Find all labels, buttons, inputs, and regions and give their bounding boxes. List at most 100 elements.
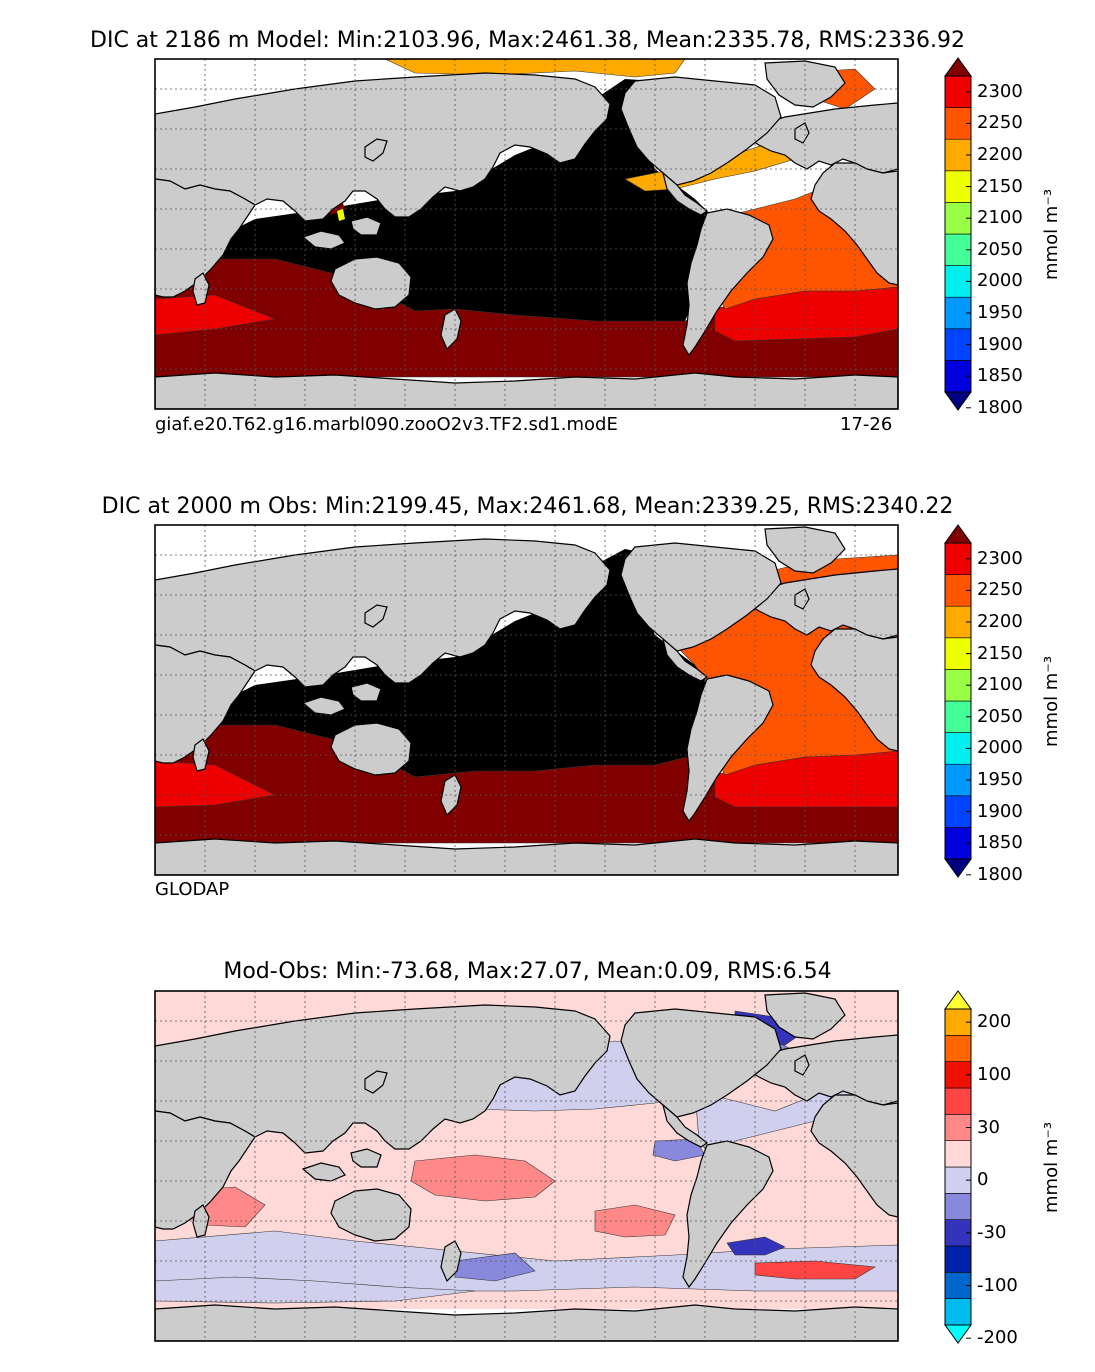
panel2-land-c_america	[661, 1103, 709, 1148]
panel2-land-europe_east	[744, 1034, 898, 1106]
panel0-colorbar-frame	[944, 75, 972, 393]
panel1-colorbar-label-5: 2050	[977, 705, 1023, 727]
panel0-land-africa	[155, 178, 256, 298]
panel2-colorbar-frame	[944, 1008, 972, 1326]
panel1-land-c_america	[661, 637, 709, 682]
panel2-colorbar-bin-11	[944, 1035, 972, 1062]
panel2-caption-left: GLODAP	[155, 879, 230, 900]
panel0-land-antarctica	[155, 372, 898, 409]
panel0-colorbar-label-8: 1900	[977, 333, 1023, 355]
panel1-land-australia	[330, 722, 412, 776]
panel2-colorbar-label-5: -100	[977, 1274, 1018, 1296]
panel2-land-australia	[330, 1188, 412, 1242]
panel1-land-indo1	[301, 696, 346, 716]
panel0-colorbar-label-3: 2150	[977, 175, 1023, 197]
panel2-colorbar-unit: mmol m⁻³	[1041, 1121, 1062, 1213]
panel2-colorbar-bin-1	[944, 1298, 972, 1326]
panel2-map	[154, 990, 899, 1342]
panel2-field-region-7	[410, 1154, 556, 1202]
panel1-land-japan	[364, 604, 388, 628]
panel1-colorbar-label-0: 2300	[977, 547, 1023, 569]
panel2-frame	[154, 990, 899, 1342]
panel1-colorbar-label-4: 2100	[977, 674, 1023, 696]
panel2-land-japan	[364, 1070, 388, 1094]
panel2-field-region-9	[726, 1236, 786, 1256]
panel0-colorbar	[944, 57, 972, 411]
panel1-colorbar-label-7: 1950	[977, 769, 1023, 790]
panel1-land-africa	[155, 644, 256, 764]
panel2-colorbar	[944, 990, 972, 1344]
panel1-map	[154, 524, 899, 876]
panel1-colorbar-label-9: 1850	[977, 832, 1023, 854]
panel0-land-africa_east	[810, 162, 898, 286]
panel1-caption-right: 17-26	[840, 414, 893, 435]
panel0-colorbar-label-4: 2100	[977, 207, 1023, 229]
panel0-map	[154, 58, 899, 410]
panel2-land-s_america	[682, 1140, 774, 1289]
panel2-land-indo1	[301, 1162, 346, 1182]
panel0-field	[155, 59, 898, 409]
panel0-colorbar-label-9: 1850	[977, 365, 1023, 387]
panel0-colorbar-label-7: 1950	[977, 302, 1023, 323]
panel1-colorbar-frame	[944, 542, 972, 860]
panel0-field-region-10	[337, 209, 345, 221]
panel2-title: DIC at 2000 m Obs: Min:2199.45, Max:2461…	[101, 494, 954, 519]
panel0-land-uk	[794, 122, 810, 144]
panel0-colorbar-label-5: 2050	[977, 238, 1023, 260]
panel1-colorbar-label-1: 2250	[977, 579, 1023, 601]
panel2-colorbar-label-4: -30	[977, 1221, 1007, 1243]
panel2-colorbar-label-3: 0	[977, 1169, 989, 1191]
panel2-colorbar-bin-9	[944, 1087, 972, 1115]
panel1-land-africa_east	[810, 628, 898, 752]
panel1-colorbar-unit: mmol m⁻³	[1041, 655, 1062, 747]
panel0-colorbar-unit: mmol m⁻³	[1041, 188, 1062, 280]
panel1-colorbar-label-3: 2150	[977, 642, 1023, 664]
panel1-colorbar-label-6: 2000	[977, 737, 1023, 759]
panel2-colorbar-bin-7	[944, 1140, 972, 1168]
panel1-title: DIC at 2186 m Model: Min:2103.96, Max:24…	[90, 28, 965, 53]
panel1-caption-left: giaf.e20.T62.g16.marbl090.zooO2v3.TF2.sd…	[155, 414, 618, 435]
panel0-colorbar-label-0: 2300	[977, 80, 1023, 102]
panel0-colorbar-extend-max	[944, 57, 972, 77]
panel0-colorbar-label-10: 1800	[977, 396, 1023, 418]
panel2-land-africa	[155, 1110, 256, 1230]
panel2-colorbar-bin-3	[944, 1245, 972, 1273]
panel0-colorbar-label-2: 2200	[977, 144, 1023, 165]
panel2-colorbar-label-1: 100	[977, 1063, 1012, 1085]
panel3-title: Mod-Obs: Min:-73.68, Max:27.07, Mean:0.0…	[223, 959, 832, 984]
panel1-colorbar	[944, 524, 972, 878]
panel2-field	[155, 991, 898, 1341]
panel1-field	[155, 525, 898, 875]
panel0-land-japan	[364, 138, 388, 162]
panel2-colorbar-bin-5	[944, 1193, 972, 1220]
panel2-land-uk	[794, 1054, 810, 1076]
panel0-land-indo1	[301, 230, 346, 250]
panel1-colorbar-label-10: 1800	[977, 863, 1023, 885]
panel0-frame	[154, 58, 899, 410]
panel0-land-indo2	[350, 216, 382, 236]
panel0-land-c_america	[661, 171, 709, 216]
panel2-colorbar-label-2: 30	[977, 1116, 1000, 1138]
panel1-land-indo2	[350, 682, 382, 702]
panel2-colorbar-label-0: 200	[977, 1011, 1012, 1033]
panel0-land-s_america	[682, 208, 774, 357]
panel2-field-region-13	[155, 1276, 476, 1304]
panel1-colorbar-label-8: 1900	[977, 800, 1023, 822]
panel2-colorbar-label-6: -200	[977, 1327, 1018, 1349]
panel1-land-antarctica	[155, 838, 898, 875]
panel2-colorbar-extend-max	[944, 990, 972, 1010]
panel2-colorbar-extend-min	[944, 1324, 972, 1344]
panel2-land-indo2	[350, 1148, 382, 1168]
panel0-land-europe_east	[744, 102, 898, 174]
panel1-land-europe_east	[744, 568, 898, 640]
panel0-colorbar-label-6: 2000	[977, 270, 1023, 292]
panel0-land-australia	[330, 256, 412, 310]
panel1-land-uk	[794, 588, 810, 610]
panel2-land-antarctica	[155, 1304, 898, 1341]
panel1-land-s_america	[682, 674, 774, 823]
panel1-colorbar-label-2: 2200	[977, 611, 1023, 632]
panel1-colorbar-extend-max	[944, 524, 972, 544]
panel1-frame	[154, 524, 899, 876]
panel0-colorbar-label-1: 2250	[977, 112, 1023, 134]
